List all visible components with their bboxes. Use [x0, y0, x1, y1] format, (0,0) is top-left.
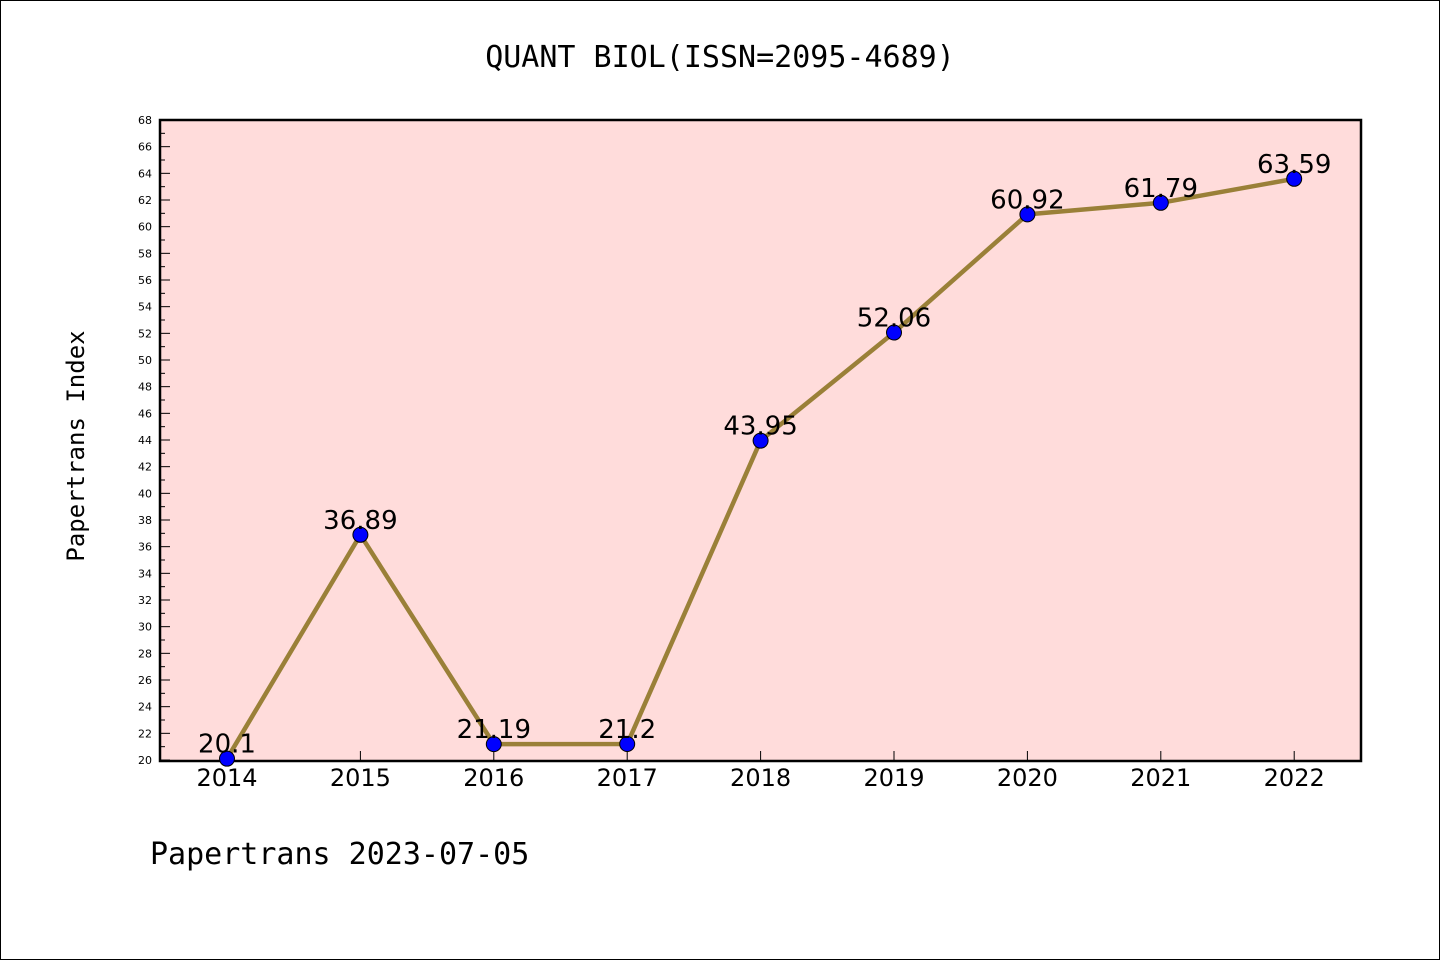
data-label: 60.92: [990, 185, 1064, 215]
y-tick-label: 38: [138, 514, 152, 527]
y-tick-label: 34: [138, 567, 152, 580]
y-tick-label: 32: [138, 594, 152, 607]
x-tick-label: 2014: [196, 764, 257, 792]
data-point: [752, 432, 769, 449]
data-point: [219, 750, 235, 767]
y-tick-label: 68: [138, 114, 152, 127]
y-tick-label: 60: [138, 221, 152, 234]
y-tick-label: 26: [138, 674, 152, 687]
x-tick-label: 2018: [730, 764, 791, 792]
data-point: [485, 736, 502, 753]
x-tick-label: 2022: [1264, 764, 1325, 792]
data-points: [219, 170, 1303, 767]
x-tick-label: 2016: [463, 764, 524, 792]
chart-title: QUANT BIOL(ISSN=2095-4689): [485, 40, 955, 75]
x-tick-label: 2017: [597, 764, 658, 792]
data-point: [886, 324, 902, 341]
data-label: 61.79: [1124, 174, 1198, 204]
x-axis: 2014 2015 2016 2017 2018 2019 2020 2021 2022: [196, 751, 1325, 792]
y-tick-label: 28: [138, 647, 152, 660]
data-labels: 20.1 36.89 21.19 21.2 43.95 52.06 60.92 61.79 63…: [198, 150, 1331, 760]
data-label: 43.95: [723, 412, 797, 442]
data-label: 63.59: [1257, 150, 1331, 180]
y-axis-label: Papertrans Index: [62, 330, 90, 561]
x-tick-label: 2015: [330, 764, 391, 792]
y-tick-label: 44: [138, 434, 152, 447]
y-tick-label: 36: [138, 541, 152, 554]
data-label: 20.1: [198, 730, 256, 760]
data-point: [619, 736, 636, 752]
y-tick-label: 20: [138, 754, 152, 767]
y-tick-label: 58: [138, 247, 152, 260]
data-point: [1019, 206, 1036, 223]
y-tick-label: 66: [138, 141, 152, 154]
y-tick-label: 24: [138, 701, 152, 714]
y-tick-label: 46: [138, 407, 152, 420]
data-point: [1152, 194, 1169, 211]
y-tick-label: 62: [138, 194, 152, 207]
x-tick-label: 2019: [863, 764, 924, 792]
x-tick-label: 2021: [1130, 764, 1191, 792]
y-tick-label: 30: [138, 621, 152, 634]
y-tick-label: 22: [138, 727, 152, 740]
data-point: [352, 526, 369, 543]
y-tick-label: 48: [138, 381, 152, 394]
data-point: [1286, 170, 1303, 187]
y-tick-label: 54: [138, 301, 152, 314]
footer-caption: Papertrans 2023-07-05: [150, 837, 529, 872]
y-tick-label: 50: [138, 354, 152, 367]
y-tick-label: 56: [138, 274, 152, 287]
x-tick-label: 2020: [997, 764, 1058, 792]
y-tick-label: 64: [138, 167, 152, 180]
data-label: 52.06: [857, 304, 931, 334]
data-label: 21.19: [457, 715, 531, 745]
y-tick-label: 42: [138, 461, 152, 474]
y-axis: 20 22 24 26 28 30 32 34 36 38 40 42 44 46 48 50 52 54 56 58…: [138, 114, 170, 767]
y-tick-label: 40: [138, 487, 152, 500]
y-tick-label: 52: [138, 327, 152, 340]
data-label: 36.89: [323, 506, 397, 536]
data-label: 21.2: [598, 715, 656, 745]
